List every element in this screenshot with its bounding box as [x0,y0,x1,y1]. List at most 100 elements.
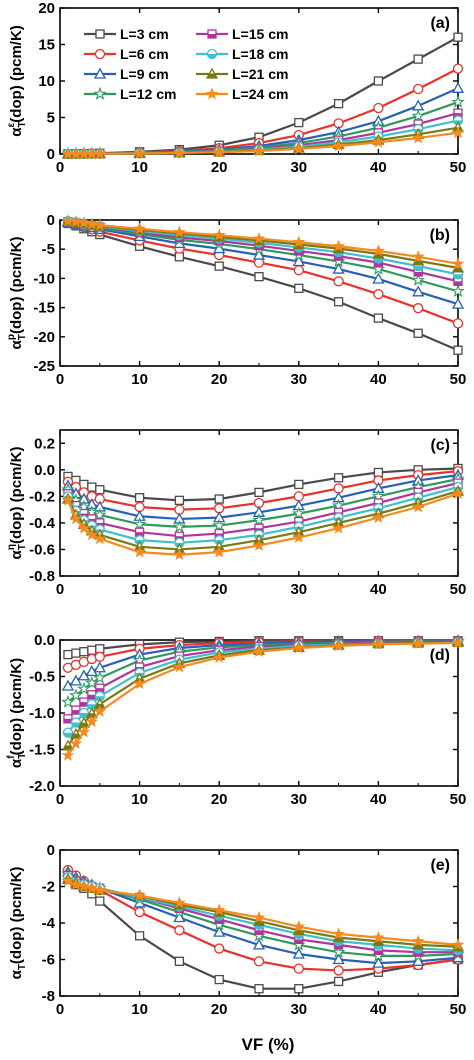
data-point [93,883,107,896]
x-tick-label: 10 [131,791,148,808]
panel-b: 0 10 20 30 40 50 0 -5 -10 -15 -20 -25 αTp(dop) (pcm/… [6,212,466,388]
x-tick-label: 0 [56,791,64,808]
data-point [452,63,464,74]
data-point [214,535,225,546]
legend-marker [94,48,106,60]
data-point [93,218,107,231]
data-point [372,956,385,968]
y-tick-label: -0.8 [29,568,55,585]
y-axis-label: αT(dop) (pcm/K) [8,867,28,980]
legend-marker [205,67,219,79]
data-point [71,705,81,715]
legend-label: L=18 cm [232,46,288,62]
legend-marker [206,48,218,60]
panel-label: (a) [430,15,450,32]
data-point [173,548,186,561]
data-point [373,102,384,114]
y-tick-label: -10 [33,270,55,287]
data-point [411,636,425,650]
legend-item: L=24 cm [196,86,288,102]
x-tick-label: 0 [56,371,64,388]
x-tick-label: 10 [131,159,148,176]
data-point [69,512,83,525]
data-point [451,257,465,270]
series-l-21-cm [61,635,465,751]
data-point [372,244,385,257]
data-point [453,32,463,42]
data-point [252,248,266,260]
data-point [174,495,185,505]
data-point [252,144,266,157]
legend-item: L=9 cm [84,66,169,82]
data-point [451,126,465,139]
data-point [413,54,423,64]
data-point [294,984,304,994]
data-point [61,214,75,227]
data-point [451,95,465,108]
panel-label: (d) [430,647,450,664]
data-point [213,925,226,937]
legend-item: L=3 cm [84,26,169,42]
data-point [95,644,105,654]
data-point [453,345,463,355]
legend-label: L=21 cm [232,66,288,82]
x-tick-label: 50 [450,1001,467,1018]
y-tick-label: -25 [33,358,55,375]
y-tick-label: -4 [42,915,56,932]
data-point [95,485,105,495]
data-point [294,117,304,128]
x-tick-label: 40 [370,581,387,598]
data-point [451,938,465,951]
data-point [134,535,145,546]
series-line [67,874,458,954]
data-point [413,83,424,95]
y-tick-label: -20 [33,329,55,346]
series-l-9-cm [61,468,465,524]
data-point [333,98,344,109]
panel-label: (c) [430,437,450,454]
y-axis-label: αTp(dop) (pcm/K) [6,237,28,350]
y-tick-label: -15 [33,300,55,317]
data-point [333,965,344,976]
data-point [333,473,344,483]
data-point [451,297,465,309]
data-point [372,272,385,284]
x-tick-label: 30 [290,791,307,808]
x-tick-label: 20 [211,159,228,176]
legend-label: L=9 cm [120,66,169,82]
data-point [69,878,83,891]
y-tick-label: 0 [47,146,55,163]
data-point [85,881,99,894]
data-point [93,704,107,717]
data-point [372,930,385,943]
data-point [77,681,91,695]
legend-label: L=15 cm [232,26,288,42]
y-tick-label: 0.0 [34,462,55,479]
data-point [61,694,75,708]
data-point [451,487,465,500]
data-point [332,139,345,152]
y-tick-label: -6 [42,952,55,969]
data-point [133,888,146,901]
data-point [411,500,425,513]
legend-item: L=21 cm [196,66,288,82]
y-tick-label: -2.0 [29,778,55,795]
data-point [293,265,304,276]
data-point [333,976,344,987]
data-point [332,927,345,940]
data-point [214,494,224,504]
x-tick-label: 0 [56,1001,64,1018]
data-point [293,963,304,974]
data-point [411,273,425,286]
data-point [212,903,226,916]
legend: L=3 cm L=6 cm L=9 cm L=12 cm L=15 cm L=18 cm L… [84,26,288,102]
y-tick-label: 0 [47,212,55,229]
data-point [294,283,304,293]
data-point [411,250,425,263]
data-point [77,216,91,229]
data-point [332,521,345,534]
data-point [451,284,465,297]
data-point [452,115,464,126]
